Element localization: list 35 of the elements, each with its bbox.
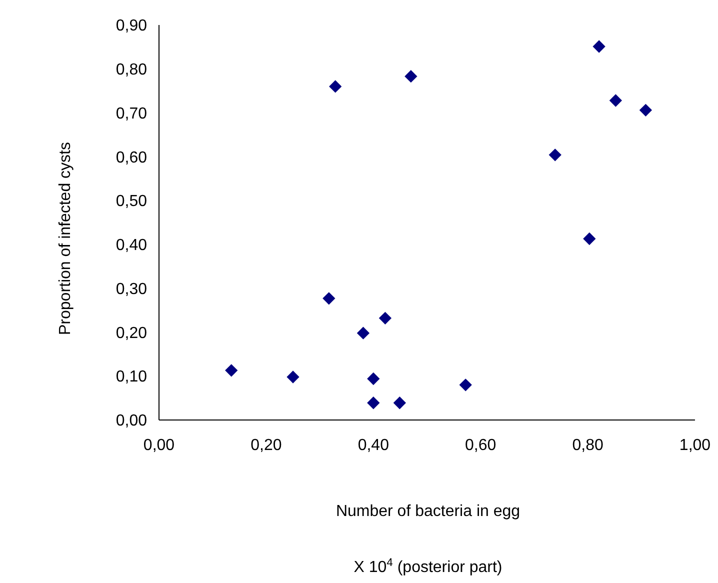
y-tick-label: 0,30: [116, 280, 148, 298]
x-tick-label: 0,00: [143, 437, 175, 454]
point: [592, 40, 606, 53]
x-axis-title: Number of bacteria in egg: [336, 503, 520, 520]
x-tick-label: 0,20: [250, 437, 282, 454]
point: [609, 94, 622, 107]
point: [583, 232, 596, 246]
x-tick-label: 1,00: [679, 437, 711, 454]
point: [367, 372, 380, 386]
x-tick-label: 0,60: [465, 437, 496, 454]
y-tick-label: 0,90: [116, 18, 148, 35]
x-tick-label: 0,80: [572, 437, 604, 454]
y-tick-label: 0,00: [116, 412, 148, 430]
y-tick-label: 0,80: [116, 61, 148, 78]
x-tick-label: 0,40: [358, 437, 390, 454]
point: [329, 80, 342, 93]
point: [356, 326, 370, 340]
point: [639, 104, 652, 116]
point: [225, 364, 238, 377]
y-tick-label: 0,60: [116, 149, 148, 166]
y-tick-label: 0,70: [116, 105, 148, 122]
y-tick-label: 0,20: [116, 324, 148, 342]
point: [367, 396, 380, 410]
point: [459, 378, 472, 392]
point: [548, 148, 562, 162]
point: [322, 292, 336, 305]
y-tick-label: 0,50: [116, 193, 148, 210]
point: [393, 396, 406, 410]
point: [378, 312, 392, 324]
point: [404, 70, 418, 83]
point: [286, 370, 300, 384]
y-tick-label: 0,40: [116, 237, 148, 254]
text: X 10$^{4}$ (posterior part): [354, 557, 502, 576]
y-tick-label: 0,10: [116, 368, 148, 386]
y-axis-title: Proportion of infected cysts: [57, 142, 74, 335]
